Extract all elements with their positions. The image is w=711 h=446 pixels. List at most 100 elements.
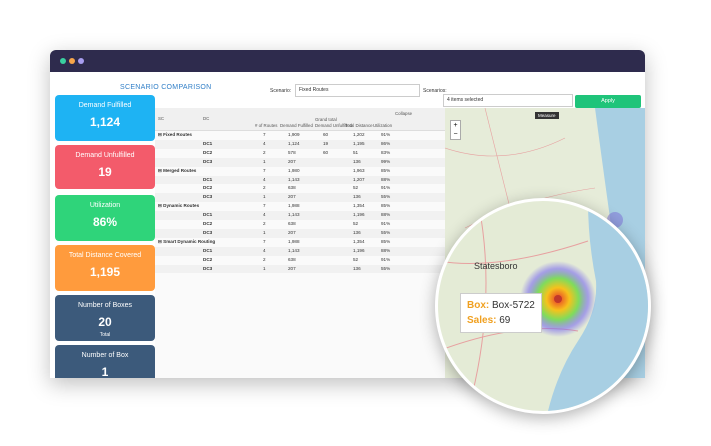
row-label: DC1 (203, 140, 213, 146)
zoom-out[interactable]: − (453, 131, 458, 138)
tooltip-key: Sales: (467, 315, 497, 326)
kpi-title: Demand Unfulfilled (75, 152, 135, 159)
collapse-button[interactable]: Collapse (395, 111, 413, 116)
table-cell: 4 (263, 176, 266, 182)
kpi-title: Utilization (89, 202, 121, 209)
table-cell: 7 (263, 167, 266, 173)
table-cell: 52 (353, 221, 359, 226)
table-cell: 1 (263, 229, 266, 235)
measure-button[interactable]: Measure (535, 112, 559, 119)
table-cell: 91% (381, 256, 391, 262)
table-cell: 1,988 (288, 238, 300, 244)
table-cell: 1,196 (353, 212, 365, 218)
table-cell: 1,354 (353, 203, 365, 209)
table-cell: 85% (381, 238, 391, 244)
scenario-label: Scenario: (270, 88, 292, 94)
kpi-value: 1,195 (89, 265, 121, 279)
column-header: Utilization (373, 123, 393, 128)
kpi-value: 19 (98, 165, 112, 179)
group-header: Grand total (315, 117, 337, 122)
column-header: Total Distance (345, 123, 373, 128)
tooltip: Box: Box-5722 Sales: 69 (460, 293, 542, 333)
row-stripe (155, 264, 445, 274)
kpi-value: 1 (101, 365, 109, 378)
row-label: DC2 (203, 256, 213, 262)
table-cell: 88% (381, 176, 391, 182)
column-header: SC (158, 116, 165, 121)
table-cell: 2 (263, 221, 266, 226)
table-cell: 86% (381, 140, 391, 146)
map-pin[interactable] (554, 295, 562, 303)
table-cell: 2 (263, 149, 266, 155)
table-cell: 91% (381, 132, 391, 137)
table-cell: 4 (263, 212, 266, 218)
title-bar (50, 50, 645, 72)
apply-button[interactable]: Apply (575, 95, 641, 108)
table-cell: 1,195 (353, 140, 365, 146)
scenarios-select[interactable]: 4 items selected (443, 94, 573, 107)
table-cell: 85% (381, 167, 391, 173)
table-cell: 7 (263, 238, 266, 244)
tooltip-value: Box-5722 (492, 300, 535, 311)
table-header (155, 108, 445, 131)
row-stripe (155, 157, 445, 167)
table-cell: 207 (288, 229, 296, 235)
data-table: Collapse Grand total SC DC # of Routes Dema… (155, 108, 445, 378)
table-cell: 136 (353, 229, 361, 235)
table-cell: 55% (381, 194, 391, 200)
kpi-card: Demand Fulfilled 1,124 (55, 95, 155, 141)
table-cell: 99% (381, 158, 391, 164)
row-label: DC2 (203, 185, 213, 191)
page-title: SCENARIO COMPARISON (120, 84, 212, 91)
table-cell: 1,124 (288, 140, 300, 146)
row-stripe (155, 139, 445, 149)
window-dot (78, 58, 84, 64)
window-dot (60, 58, 66, 64)
table-cell: 91% (381, 221, 391, 226)
table-cell: 207 (288, 158, 296, 164)
table-cell: 136 (353, 265, 361, 271)
row-label: DC2 (203, 221, 213, 226)
table-cell: 60 (323, 132, 329, 137)
table-cell: 2 (263, 256, 266, 262)
table-cell: 19 (323, 140, 329, 146)
window-dot (69, 58, 75, 64)
table-cell: 60 (323, 149, 329, 155)
app-window: SCENARIO COMPARISON Scenario: Fixed Rout… (50, 50, 645, 378)
row-stripe (155, 211, 445, 220)
scenario-select[interactable]: Fixed Routes (295, 84, 420, 97)
row-label: DC1 (203, 247, 213, 253)
kpi-card: Utilization 86% (55, 195, 155, 241)
row-stripe (155, 246, 445, 256)
column-header: Demand Unfulfilled (315, 123, 353, 128)
sea (548, 201, 648, 411)
tooltip-value: 69 (499, 315, 511, 326)
table-cell: 88% (381, 247, 391, 253)
column-header: Demand Fulfilled (280, 123, 313, 128)
table-cell: 7 (263, 203, 266, 209)
table-cell: 55% (381, 229, 391, 235)
tooltip-key: Box: (467, 300, 490, 311)
table-cell: 4 (263, 140, 266, 146)
table-cell: 1,909 (288, 132, 300, 137)
row-stripe (155, 175, 445, 185)
kpi-value: 20 (98, 315, 112, 329)
city-label: Statesboro (474, 261, 518, 271)
table-cell: 4 (263, 247, 266, 253)
table-cell: 1,143 (288, 247, 300, 253)
table-cell: 1,196 (353, 247, 365, 253)
kpi-card: Total Distance Covered 1,195 (55, 245, 155, 291)
row-label: ⊟ Dynamic Routes (158, 203, 200, 209)
table-cell: 638 (288, 256, 296, 262)
table-cell: 1 (263, 158, 266, 164)
zoom-in[interactable]: + (453, 122, 458, 129)
table-cell: 1 (263, 265, 266, 271)
kpi-value: 1,124 (89, 115, 121, 129)
row-label: DC3 (203, 194, 213, 200)
table-cell: 638 (288, 221, 296, 226)
table-cell: 578 (288, 149, 296, 155)
kpi-title: Total Distance Covered (68, 252, 142, 259)
table-cell: 1,988 (288, 203, 300, 209)
row-label: DC3 (203, 158, 213, 164)
